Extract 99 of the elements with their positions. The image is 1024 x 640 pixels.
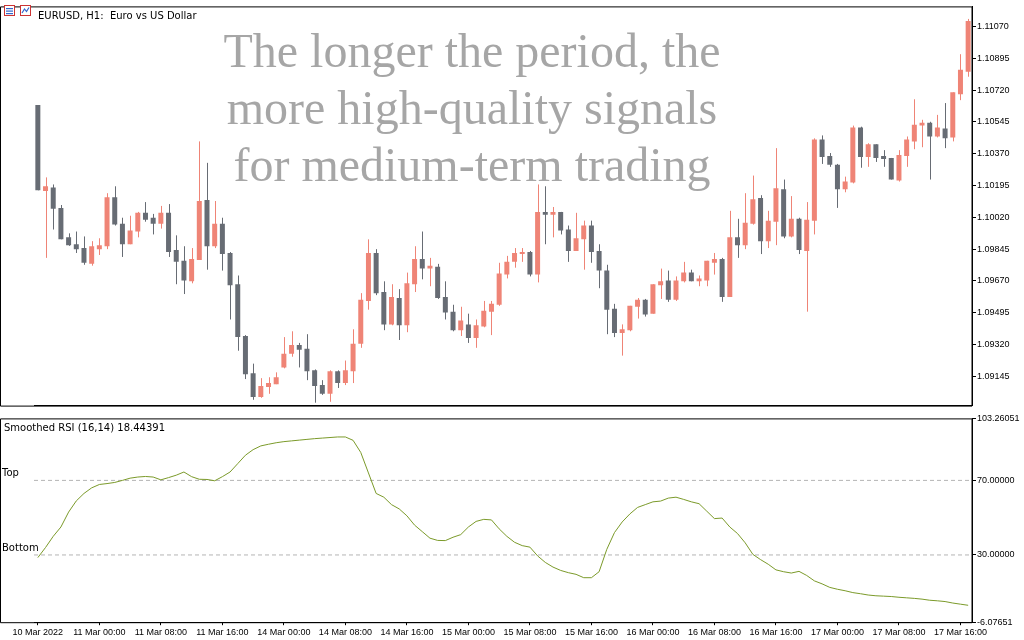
candlestick [527,250,533,277]
y-tick-label: 1.10195 [977,180,1010,191]
candlestick [481,300,487,328]
x-tick-label: 11 Mar 08:00 [134,627,188,638]
candlestick [312,368,318,404]
candlestick [465,313,471,344]
candlestick [658,268,664,300]
candlestick [458,306,464,337]
candlestick [904,136,910,168]
candlestick [927,121,933,181]
candlestick [281,336,287,369]
y-tick-label: 1.09495 [977,307,1010,318]
x-tick-label: 15 Mar 08:00 [503,627,557,638]
candlestick [911,98,917,150]
candlestick [442,280,448,320]
candlestick [635,297,641,320]
candlestick [119,217,125,258]
candlestick [450,304,456,332]
candlestick [665,270,671,303]
candlestick [934,114,940,138]
candlestick [250,363,256,401]
candlestick [181,245,187,295]
candlestick [212,200,218,249]
candlestick [565,225,571,263]
candlestick [150,213,156,235]
x-tick-label: 14 Mar 16:00 [380,627,434,638]
candlestick [942,102,948,149]
candlestick [304,333,310,381]
candlestick [50,183,56,231]
candlestick [296,342,302,368]
x-tick-label: 15 Mar 16:00 [564,627,618,638]
y-tick-label: 1.09670 [977,275,1010,286]
candlestick [342,360,348,386]
candlestick [619,323,625,357]
candlestick [673,275,679,302]
candlestick [43,176,49,259]
candlestick [142,201,148,223]
candlestick [711,252,717,276]
x-tick-label: 17 Mar 16:00 [933,627,987,638]
y-tick-label: 1.09320 [977,339,1010,350]
y-tick-label: 1.10370 [977,148,1010,159]
candlestick [681,261,687,283]
x-tick-label: 11 Mar 00:00 [73,627,126,638]
candlestick [289,330,295,358]
candlestick [473,318,479,349]
x-tick-label: 14 Mar 08:00 [318,627,372,638]
candlestick [550,206,556,238]
candlestick [788,195,794,238]
candlestick [327,369,333,403]
candlestick [173,234,179,285]
y-tick-label: 30.00000 [977,549,1015,560]
candlestick [919,119,925,148]
chart-title: EURUSD, H1: Euro vs US Dollar [38,9,198,21]
candlestick [427,257,433,287]
candlestick [189,247,195,284]
x-tick-label: 16 Mar 08:00 [687,627,741,638]
ref-line-label: Bottom [2,541,39,553]
candlestick [135,211,141,238]
x-tick-label: 11 Mar 16:00 [196,627,249,638]
candlestick [742,192,748,250]
y-tick-label: 1.09145 [977,370,1010,381]
candlestick [596,243,602,289]
y-tick-label: 1.10720 [977,84,1010,95]
candlestick [419,231,425,280]
candlestick [158,205,164,230]
y-tick-label: 1.10895 [977,52,1010,63]
x-tick-label: 14 Mar 00:00 [257,627,311,638]
candlestick [765,210,771,249]
candlestick [512,247,518,269]
y-tick-label: 1.10020 [977,211,1010,222]
candlestick [581,220,587,271]
candlestick [865,142,871,168]
annotation: The longer the period, the more high-quality signals for medium-term trading [223,24,721,192]
candlestick [73,231,79,254]
y-tick-label: 1.10545 [977,116,1010,127]
candlestick [127,215,133,245]
y-tick-label: 1.11070 [977,21,1009,32]
candlestick [504,255,510,279]
candlestick [573,212,579,252]
x-tick-label: 15 Mar 00:00 [441,627,495,638]
y-tick-label: 70.00000 [977,474,1015,485]
candlestick [819,134,825,165]
y-tick-label: 1.09845 [977,243,1010,254]
candlestick [488,300,494,336]
y-tick-label: -6.07651 [977,616,1013,627]
x-tick-label: 16 Mar 00:00 [626,627,680,638]
candlestick [258,377,264,399]
ref-line-label: Top [1,466,19,478]
x-tick-label: 16 Mar 16:00 [749,627,803,638]
chart-title: Smoothed RSI (16,14) 18.44391 [4,421,166,433]
candlestick [81,235,87,266]
x-tick-label: 17 Mar 08:00 [872,627,926,638]
candlestick [704,260,710,287]
y-tick-label: 103.26051 [977,412,1020,423]
x-tick-label: 17 Mar 00:00 [810,627,864,638]
x-tick-label: 10 Mar 2022 [12,627,64,638]
candlestick [542,185,548,245]
candlestick [89,240,95,267]
candlestick [735,218,740,259]
